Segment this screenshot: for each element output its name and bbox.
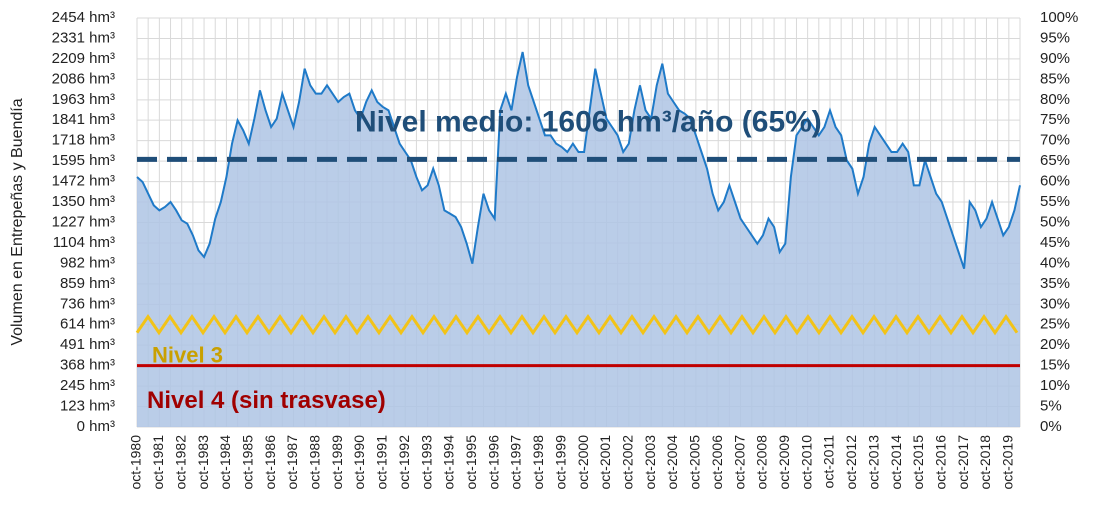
- x-tick-label: oct-2000: [575, 435, 591, 490]
- y-tick-label: 1350 hm³: [52, 193, 115, 210]
- x-tick-label: oct-1988: [307, 435, 323, 490]
- y2-tick-label: 70%: [1040, 132, 1070, 149]
- x-tick-label: oct-2008: [754, 435, 770, 490]
- y2-tick-label: 40%: [1040, 254, 1070, 271]
- x-tick-label: oct-2006: [709, 435, 725, 490]
- x-tick-label: oct-1981: [150, 435, 166, 490]
- x-tick-label: oct-2004: [664, 435, 680, 490]
- y-tick-label: 1841 hm³: [52, 111, 115, 128]
- x-tick-label: oct-2018: [977, 435, 993, 490]
- x-tick-label: oct-1985: [239, 435, 255, 490]
- y-tick-label: 1104 hm³: [53, 234, 115, 251]
- y-tick-label: 123 hm³: [60, 397, 115, 414]
- x-tick-label: oct-2012: [843, 435, 859, 490]
- x-tick-label: oct-1989: [329, 435, 345, 490]
- x-tick-label: oct-1990: [351, 435, 367, 490]
- y2-tick-label: 55%: [1040, 193, 1070, 210]
- y2-tick-label: 15%: [1040, 357, 1070, 374]
- y2-tick-label: 60%: [1040, 173, 1070, 190]
- y2-tick-label: 35%: [1040, 275, 1070, 292]
- y-tick-label: 736 hm³: [60, 295, 115, 312]
- x-tick-label: oct-2003: [642, 435, 658, 490]
- y2-tick-label: 90%: [1040, 50, 1070, 67]
- y-tick-label: 368 hm³: [60, 357, 115, 374]
- x-tick-label: oct-1984: [217, 435, 233, 490]
- y-tick-label: 2086 hm³: [52, 70, 115, 87]
- x-tick-label: oct-2019: [1000, 435, 1016, 490]
- y2-tick-label: 0%: [1040, 418, 1062, 435]
- line: [136, 51, 1021, 269]
- x-tick-label: oct-1993: [418, 435, 434, 490]
- y-tick-label: 1595 hm³: [52, 152, 115, 169]
- x-tick-label: oct-1980: [128, 435, 144, 490]
- x-tick-label: oct-1991: [374, 435, 390, 490]
- x-tick-label: oct-1995: [463, 435, 479, 490]
- x-tick-label: oct-2016: [932, 435, 948, 490]
- x-tick-label: oct-1997: [508, 435, 524, 490]
- y2-tick-label: 5%: [1040, 398, 1062, 415]
- x-tick-label: oct-1999: [552, 435, 568, 490]
- y-tick-label: 491 hm³: [60, 336, 115, 353]
- y2-tick-label: 100%: [1040, 9, 1078, 26]
- x-tick-label: oct-2011: [821, 435, 837, 489]
- y-tick-label: 859 hm³: [60, 275, 115, 292]
- y2-tick-label: 25%: [1040, 316, 1070, 333]
- reference-label: Nivel medio: 1606 hm³/año (65%): [355, 105, 822, 138]
- y2-tick-label: 80%: [1040, 91, 1070, 108]
- y-tick-label: 2209 hm³: [52, 50, 115, 67]
- y2-tick-label: 85%: [1040, 70, 1070, 87]
- y2-tick-label: 30%: [1040, 295, 1070, 312]
- y2-tick-label: 65%: [1040, 152, 1070, 169]
- reference-label: Nivel 3: [152, 342, 223, 367]
- y-tick-label: 1718 hm³: [52, 132, 115, 149]
- x-tick-label: oct-2005: [687, 435, 703, 490]
- x-tick-label: oct-2007: [731, 435, 747, 490]
- x-tick-label: oct-2002: [620, 435, 636, 490]
- x-tick-label: oct-2009: [776, 435, 792, 490]
- y2-tick-label: 95%: [1040, 29, 1070, 46]
- y2-tick-label: 20%: [1040, 336, 1070, 353]
- x-tick-label: oct-2017: [955, 435, 971, 490]
- x-tick-label: oct-2013: [865, 435, 881, 490]
- y2-tick-label: 75%: [1040, 111, 1070, 128]
- x-tick-label: oct-1994: [441, 435, 457, 490]
- y2-tick-label: 50%: [1040, 213, 1070, 230]
- x-tick-label: oct-2010: [798, 435, 814, 490]
- x-tick-label: oct-1992: [396, 435, 412, 490]
- y-tick-label: 982 hm³: [60, 254, 115, 271]
- y-tick-label: 2454 hm³: [52, 9, 115, 26]
- y2-tick-label: 10%: [1040, 377, 1070, 394]
- y-tick-label: 1227 hm³: [52, 213, 115, 230]
- x-tick-label: oct-1983: [195, 435, 211, 490]
- reference-label: Nivel 4 (sin trasvase): [147, 387, 386, 414]
- y-tick-label: 1472 hm³: [52, 173, 115, 190]
- y-tick-label: 2331 hm³: [52, 29, 115, 46]
- x-tick-label: oct-1996: [485, 435, 501, 490]
- zigzag-line: [135, 314, 1019, 336]
- x-tick-label: oct-1986: [262, 435, 278, 490]
- x-tick-label: oct-2001: [597, 435, 613, 490]
- x-tick-label: oct-2014: [888, 435, 904, 490]
- y-tick-label: 1963 hm³: [52, 91, 115, 108]
- y-axis-title: Volumen en Entrepeñas y Buendía: [9, 98, 26, 345]
- x-tick-label: oct-1998: [530, 435, 546, 490]
- x-tick-label: oct-1982: [172, 435, 188, 490]
- y-tick-label: 614 hm³: [60, 316, 115, 333]
- x-tick-label: oct-1987: [284, 435, 300, 490]
- y-tick-label: 245 hm³: [60, 377, 115, 394]
- y-tick-label: 0 hm³: [77, 418, 115, 435]
- x-tick-label: oct-2015: [910, 435, 926, 490]
- y2-tick-label: 45%: [1040, 234, 1070, 251]
